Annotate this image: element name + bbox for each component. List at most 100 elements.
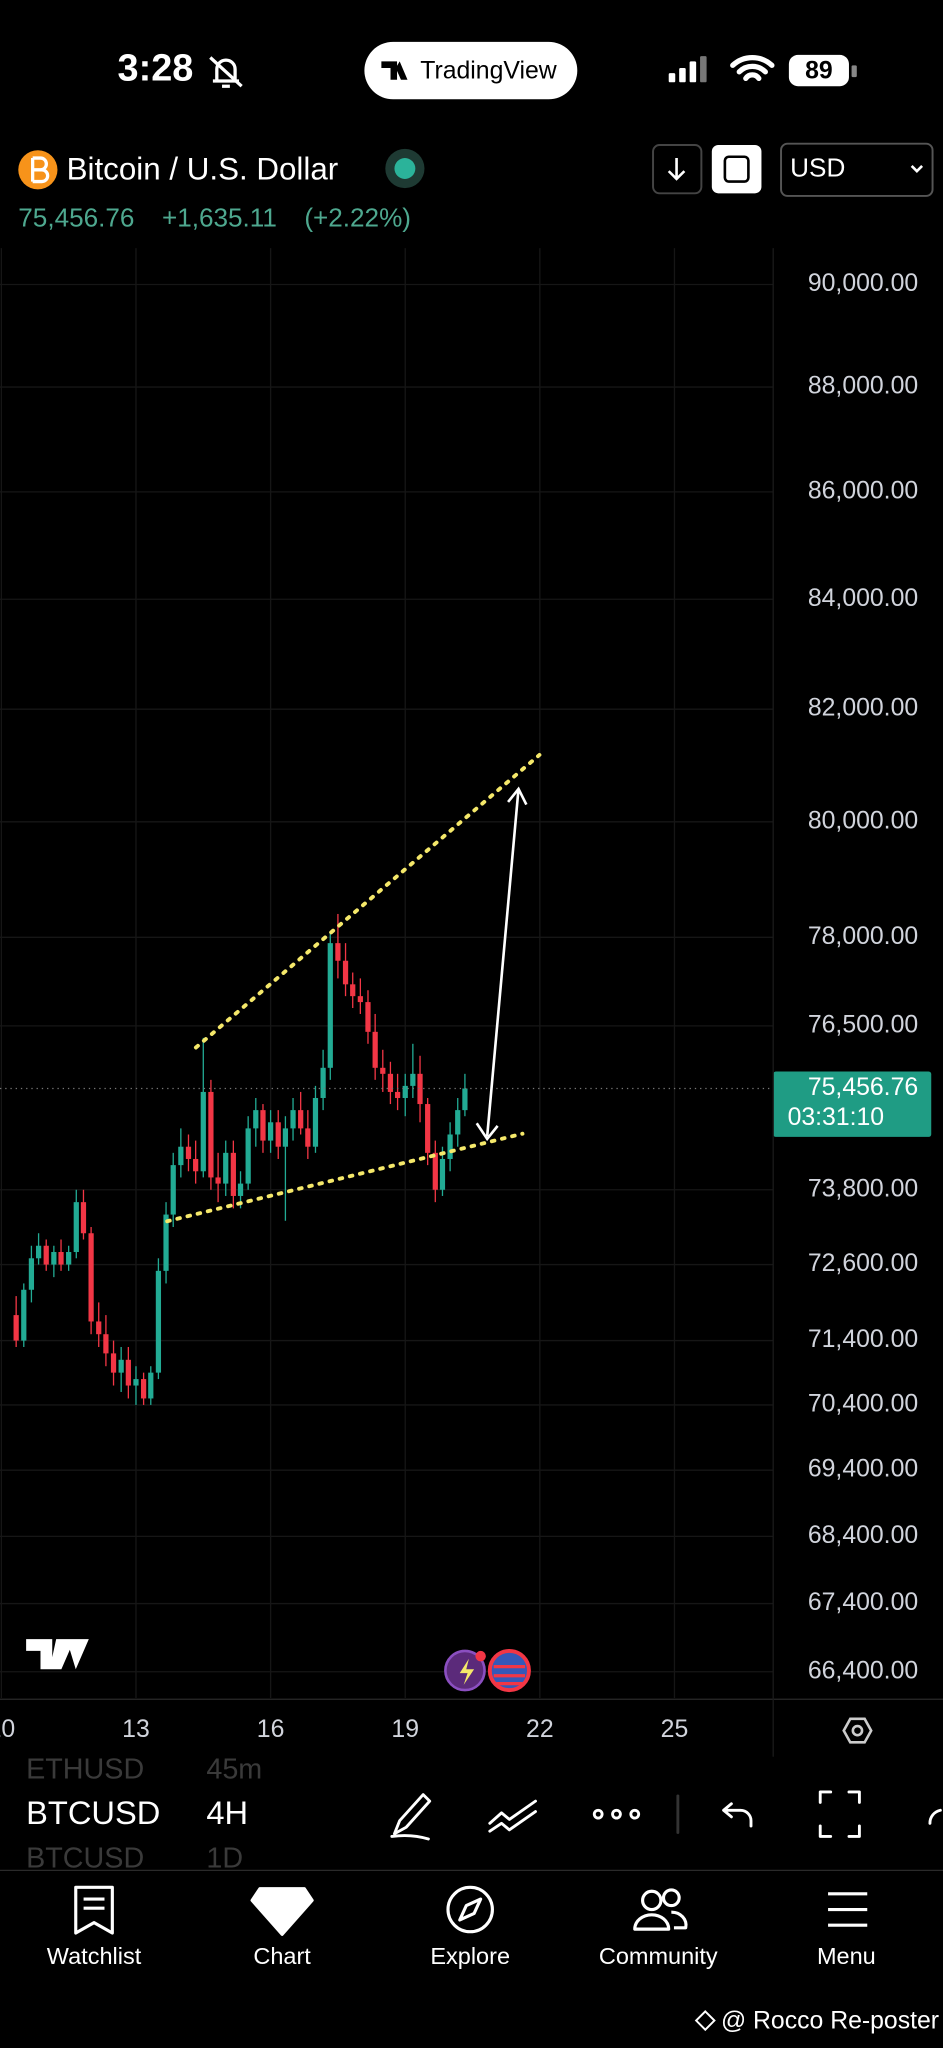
- candle-body: [58, 1252, 64, 1265]
- menu-icon[interactable]: [828, 1892, 868, 1927]
- candle-body: [312, 1097, 319, 1147]
- candle-body: [163, 1214, 169, 1271]
- candle-body: [43, 1245, 49, 1265]
- tab-label[interactable]: Explore: [430, 1943, 510, 1969]
- candle-body: [35, 1245, 42, 1259]
- lower-trendline: [165, 1131, 525, 1224]
- candle-body: [223, 1152, 229, 1184]
- y-tick-label: 90,000.00: [808, 270, 918, 297]
- fullscreen-tool[interactable]: [818, 1790, 861, 1838]
- y-tick-label: 67,400.00: [808, 1589, 918, 1616]
- candle-body: [155, 1270, 162, 1373]
- candle-body: [28, 1258, 35, 1290]
- y-tick-label: 69,400.00: [808, 1456, 918, 1483]
- chart-type-button[interactable]: [711, 144, 762, 194]
- candle-body: [417, 1073, 423, 1105]
- tab-label[interactable]: Watchlist: [47, 1943, 142, 1969]
- candle-body: [125, 1359, 131, 1386]
- candle-body: [298, 1110, 304, 1129]
- candle-body: [350, 984, 356, 997]
- x-tick-label: 25: [661, 1716, 689, 1743]
- signal-icon: [668, 56, 707, 83]
- currency-select[interactable]: [780, 142, 934, 197]
- compass: [458, 1897, 483, 1922]
- battery: [788, 54, 849, 87]
- candle-body: [80, 1202, 87, 1234]
- explore-icon[interactable]: [446, 1885, 494, 1934]
- candle-body: [148, 1372, 154, 1399]
- x-tick-label: 16: [257, 1716, 285, 1743]
- candle-body: [170, 1165, 176, 1215]
- candle-body: [66, 1252, 72, 1265]
- candle-body: [13, 1315, 19, 1341]
- tradingview-logo: [26, 1639, 89, 1670]
- economic-icon[interactable]: [487, 1648, 531, 1693]
- more-tool[interactable]: [592, 1808, 641, 1820]
- current-interval[interactable]: 4H: [206, 1794, 248, 1831]
- recent-symbol[interactable]: ETHUSD: [26, 1754, 144, 1786]
- tv-mini-logo: [381, 61, 408, 80]
- market-status-dot: [394, 158, 416, 179]
- x-tick-label: 10: [0, 1716, 15, 1743]
- candle-body: [215, 1177, 221, 1184]
- y-tick-label: 71,400.00: [808, 1326, 918, 1353]
- candle-body: [178, 1146, 184, 1166]
- candle-body: [282, 1128, 289, 1147]
- upper-trendline: [193, 752, 542, 1050]
- candle-body: [432, 1152, 438, 1190]
- recent-interval[interactable]: 1D: [206, 1842, 243, 1874]
- candle-body: [305, 1128, 311, 1147]
- chart-icon[interactable]: [250, 1887, 314, 1936]
- candle-body: [372, 1031, 378, 1068]
- settings-icon[interactable]: [842, 1717, 873, 1744]
- y-tick-label: 70,400.00: [808, 1390, 918, 1417]
- wifi-icon: [730, 55, 775, 81]
- current-symbol[interactable]: BTCUSD: [26, 1794, 160, 1831]
- undo-tool[interactable]: [722, 1802, 753, 1828]
- tab-label[interactable]: Menu: [817, 1943, 876, 1969]
- candle-body: [394, 1091, 401, 1098]
- candle-body: [275, 1122, 281, 1147]
- watchlist-icon[interactable]: [74, 1885, 114, 1935]
- app-name: TradingView: [420, 57, 557, 84]
- last-price-box: [773, 1071, 932, 1137]
- tab-label[interactable]: Chart: [253, 1943, 311, 1969]
- candle-body: [342, 960, 349, 985]
- recent-interval[interactable]: 45m: [206, 1754, 262, 1786]
- indicators-tool[interactable]: [488, 1799, 537, 1833]
- draw-tool[interactable]: [390, 1793, 432, 1841]
- candle-body: [140, 1379, 147, 1399]
- bolt: [459, 1658, 475, 1685]
- candle-body: [118, 1359, 124, 1373]
- tab-label[interactable]: Community: [599, 1943, 718, 1969]
- y-tick-label: 72,600.00: [808, 1250, 918, 1277]
- symbol-name[interactable]: Bitcoin / U.S. Dollar: [67, 151, 339, 186]
- price-line-group: 75,456.76 03:31:10: [0, 1071, 932, 1137]
- candle-body: [462, 1088, 468, 1111]
- candle-body: [410, 1073, 416, 1086]
- change: +1,635.11: [162, 202, 277, 232]
- candle-body: [365, 1002, 371, 1032]
- candle-body: [447, 1134, 453, 1159]
- app-pill[interactable]: [364, 41, 578, 100]
- candle-body: [88, 1233, 94, 1322]
- redo-tool[interactable]: [928, 1808, 942, 1825]
- x-tick-label: 22: [526, 1716, 554, 1743]
- price: 75,456.76: [18, 202, 134, 232]
- community-icon[interactable]: [633, 1888, 688, 1931]
- measure-arrow: [475, 786, 528, 1142]
- y-tick-label: 66,400.00: [808, 1657, 918, 1684]
- candle-body: [200, 1091, 206, 1172]
- candle-body: [73, 1202, 79, 1253]
- y-tick-label: 76,500.00: [808, 1011, 918, 1038]
- recent-symbol[interactable]: BTCUSD: [26, 1842, 144, 1874]
- clock: 3:28: [118, 48, 194, 90]
- candle-body: [327, 943, 333, 1068]
- candle-body: [425, 1104, 431, 1153]
- x-tick-label: 13: [122, 1716, 150, 1743]
- currency: USD: [790, 153, 845, 183]
- y-tick-label: 73,800.00: [808, 1175, 918, 1202]
